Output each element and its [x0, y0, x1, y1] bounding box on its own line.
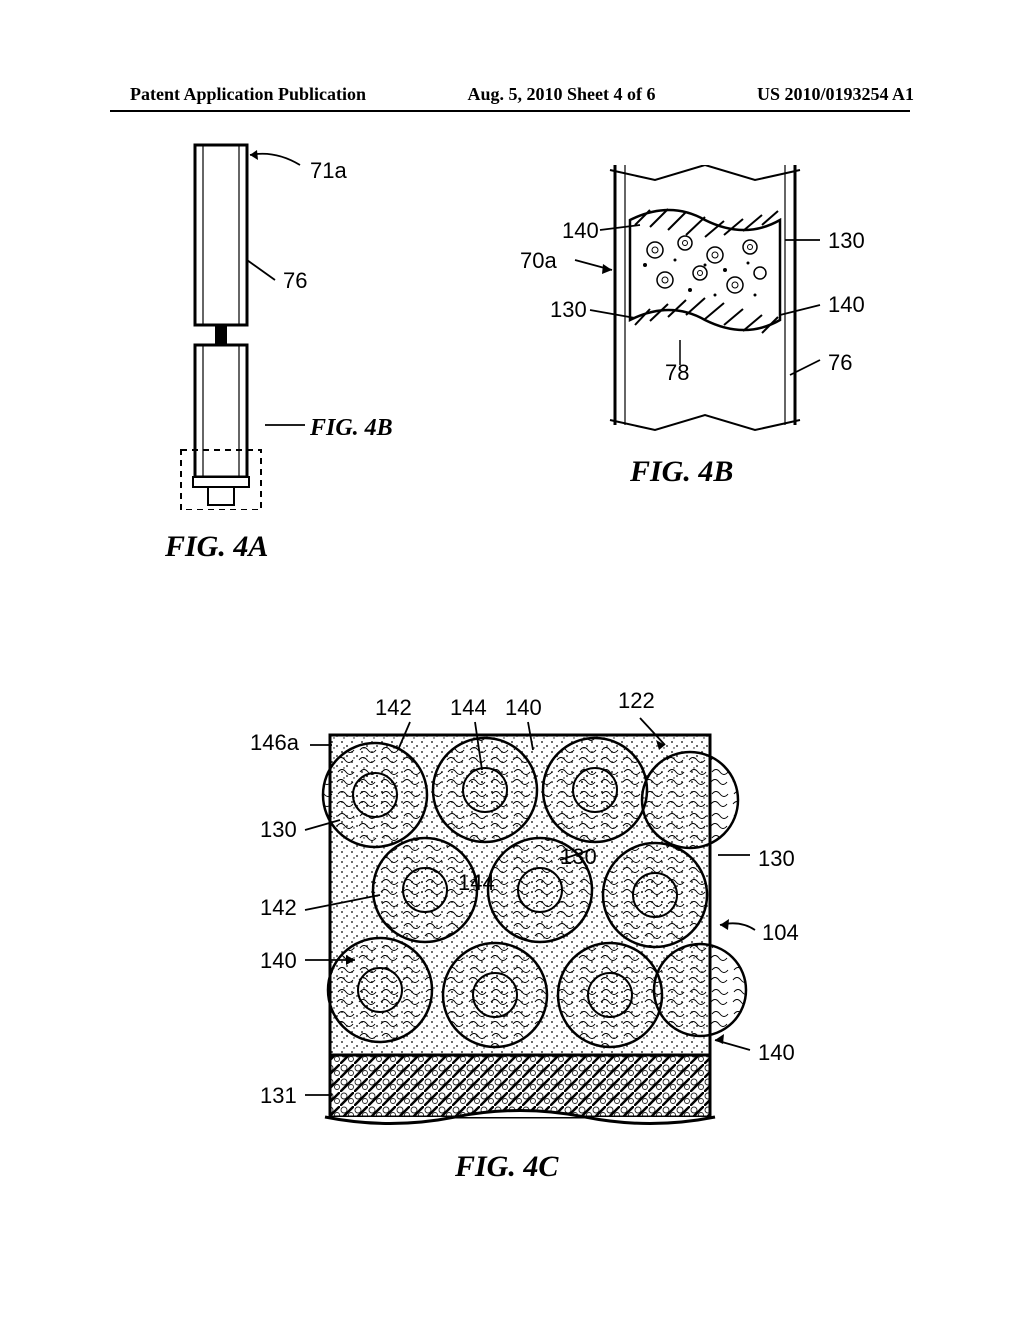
ref-131: 131: [260, 1083, 297, 1109]
ref-76-r: 76: [828, 350, 852, 376]
ref-71a: 71a: [310, 158, 347, 184]
header-right: US 2010/0193254 A1: [757, 84, 914, 105]
ref-144m: 144: [458, 870, 495, 896]
ref-140l: 140: [260, 948, 297, 974]
fig4a-label: FIG. 4A: [165, 530, 268, 564]
page-header: Patent Application Publication Aug. 5, 2…: [0, 84, 1024, 105]
ref-140-r: 140: [828, 292, 865, 318]
ref-130-r: 130: [828, 228, 865, 254]
ref-142l: 142: [260, 895, 297, 921]
ref-104: 104: [762, 920, 799, 946]
ref-78: 78: [665, 360, 689, 386]
fig4c-label: FIG. 4C: [455, 1150, 558, 1184]
header-left: Patent Application Publication: [130, 84, 366, 105]
ref-140t: 140: [505, 695, 542, 721]
ref-70a: 70a: [520, 248, 557, 274]
fig-4c: [270, 700, 790, 1150]
ref-130l: 130: [260, 817, 297, 843]
ref-inset-4b: FIG. 4B: [310, 415, 393, 442]
ref-140r: 140: [758, 1040, 795, 1066]
fig4b-label: FIG. 4B: [630, 455, 733, 489]
ref-140-l: 140: [562, 218, 599, 244]
ref-76: 76: [283, 268, 307, 294]
ref-142t: 142: [375, 695, 412, 721]
header-center: Aug. 5, 2010 Sheet 4 of 6: [468, 84, 656, 105]
fig-4a: [175, 140, 415, 510]
ref-130-l: 130: [550, 297, 587, 323]
ref-130r: 130: [758, 846, 795, 872]
ref-144t: 144: [450, 695, 487, 721]
ref-130m: 130: [560, 844, 597, 870]
header-divider: [110, 110, 910, 112]
ref-146a: 146a: [250, 730, 299, 756]
ref-122: 122: [618, 688, 655, 714]
